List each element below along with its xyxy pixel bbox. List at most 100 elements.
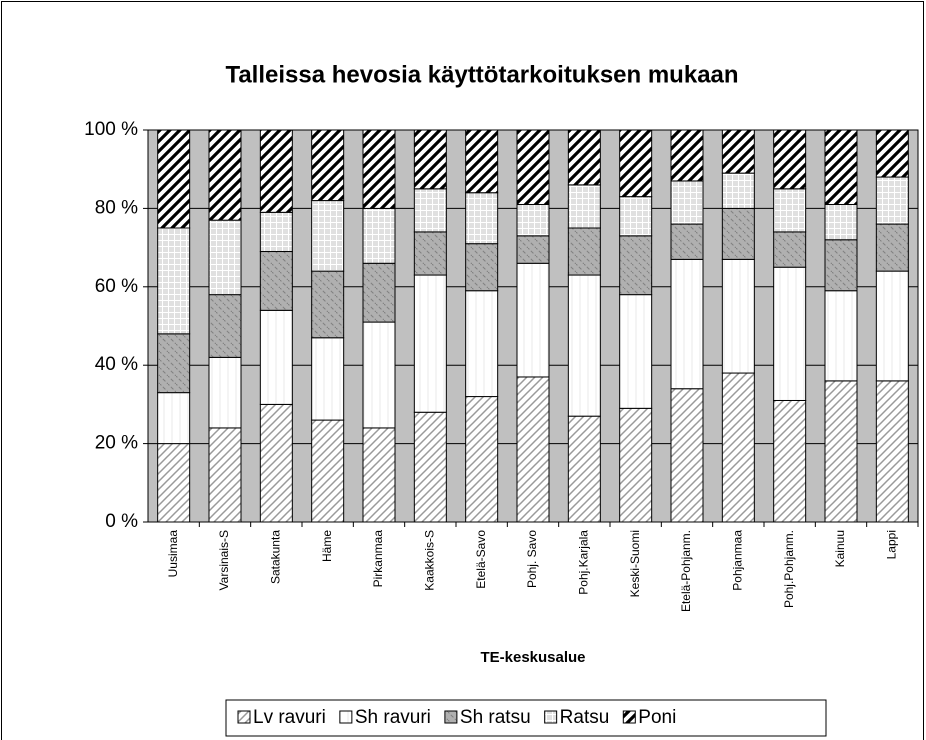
x-tick-label: Kainuu	[833, 530, 847, 567]
x-tick-label: Etelä-Pohjanm.	[679, 530, 693, 612]
bar-segment	[824, 380, 858, 523]
x-tick-label: Satakunta	[269, 530, 283, 584]
bar-segment	[773, 188, 807, 233]
bar-segment	[824, 203, 858, 241]
x-tick-label: Varsinais-S	[217, 530, 231, 590]
bar-segment	[311, 419, 345, 523]
bar-segment	[465, 243, 499, 292]
bar-segment	[567, 227, 601, 276]
bar-segment	[362, 129, 396, 209]
bar-segment	[465, 129, 499, 194]
bar-segment	[721, 372, 755, 523]
bar-segment	[413, 411, 447, 523]
bar-segment	[721, 207, 755, 260]
y-tick-label: 40 %	[95, 354, 138, 375]
legend	[225, 699, 827, 737]
bar-segment	[516, 235, 550, 264]
bar-segment	[259, 211, 293, 253]
bar-segment	[157, 333, 191, 394]
bar-segment	[875, 129, 909, 178]
bar-segment	[259, 309, 293, 405]
y-tick-label: 100 %	[84, 119, 138, 140]
legend-swatch	[622, 710, 636, 724]
bar-segment	[259, 129, 293, 213]
chart-title: Talleissa hevosia käyttötarkoituksen muk…	[225, 61, 738, 88]
bar-segment	[362, 321, 396, 429]
bar-segment	[208, 129, 242, 221]
bar-segment	[619, 196, 653, 237]
x-tick-label: Uusimaa	[166, 530, 180, 578]
bar-segment	[721, 172, 755, 209]
bar-segment	[619, 407, 653, 523]
bar-segment	[465, 396, 499, 523]
bar-segment	[875, 176, 909, 225]
bar-segment	[311, 337, 345, 421]
bar-segment	[362, 207, 396, 264]
bar-segment	[208, 219, 242, 296]
bar-segment	[311, 129, 345, 202]
x-tick-label: Etelä-Savo	[474, 530, 488, 589]
x-tick-label: Lappi	[885, 530, 899, 559]
legend-label: Poni	[638, 707, 676, 728]
bar-segment	[567, 274, 601, 417]
bar-segment	[773, 231, 807, 268]
bar-segment	[208, 356, 242, 429]
legend-swatch	[237, 710, 251, 724]
legend-label: Lv ravuri	[253, 707, 326, 728]
bar-segment	[413, 231, 447, 276]
bar-segment	[259, 251, 293, 311]
bar-segment	[824, 290, 858, 382]
bar-segment	[773, 129, 807, 190]
bar-segment	[362, 262, 396, 323]
bar-segment	[670, 180, 704, 225]
bar-segment	[259, 403, 293, 523]
bar-segment	[157, 443, 191, 523]
bar-segment	[567, 415, 601, 523]
legend-label: Sh ravuri	[355, 707, 431, 728]
bar-segment	[413, 274, 447, 413]
bar-segment	[157, 392, 191, 445]
bar-segment	[311, 200, 345, 272]
bar-segment	[773, 399, 807, 523]
bar-segment	[875, 270, 909, 382]
x-tick-label: Pohjanmaa	[731, 530, 745, 591]
legend-swatch	[339, 710, 353, 724]
bar-segment	[567, 184, 601, 229]
y-tick-label: 60 %	[95, 276, 138, 297]
bar-segment	[567, 129, 601, 186]
y-tick-label: 20 %	[95, 433, 138, 454]
bar-segment	[619, 294, 653, 409]
bar-segment	[413, 129, 447, 190]
legend-swatch	[444, 710, 458, 724]
bar-segment	[773, 266, 807, 401]
bar-segment	[721, 258, 755, 374]
bar-segment	[670, 129, 704, 182]
bar-segment	[670, 258, 704, 390]
x-tick-label: Pohj.Pohjanm.	[782, 530, 796, 608]
bar-segment	[516, 203, 550, 237]
bar-segment	[516, 129, 550, 205]
bar-segment	[208, 427, 242, 523]
y-tick-label: 0 %	[105, 511, 138, 532]
bar-segment	[208, 294, 242, 358]
x-tick-label: Kaakkois-S	[423, 530, 437, 591]
bar-segment	[465, 192, 499, 245]
bar-segment	[157, 227, 191, 335]
bar-segment	[362, 427, 396, 523]
bar-segment	[670, 223, 704, 260]
bar-segment	[516, 376, 550, 523]
bar-segment	[413, 188, 447, 233]
bar-segment	[157, 129, 191, 229]
legend-label: Ratsu	[560, 707, 610, 728]
bar-segment	[824, 239, 858, 292]
x-tick-label: Häme	[320, 530, 334, 562]
bar-segment	[516, 262, 550, 378]
legend-swatch	[544, 710, 558, 724]
x-axis-title: TE-keskusalue	[480, 649, 585, 666]
bar-segment	[619, 235, 653, 296]
bar-segment	[875, 380, 909, 523]
bar-segment	[875, 223, 909, 272]
bar-segment	[824, 129, 858, 205]
bar-segment	[721, 129, 755, 174]
